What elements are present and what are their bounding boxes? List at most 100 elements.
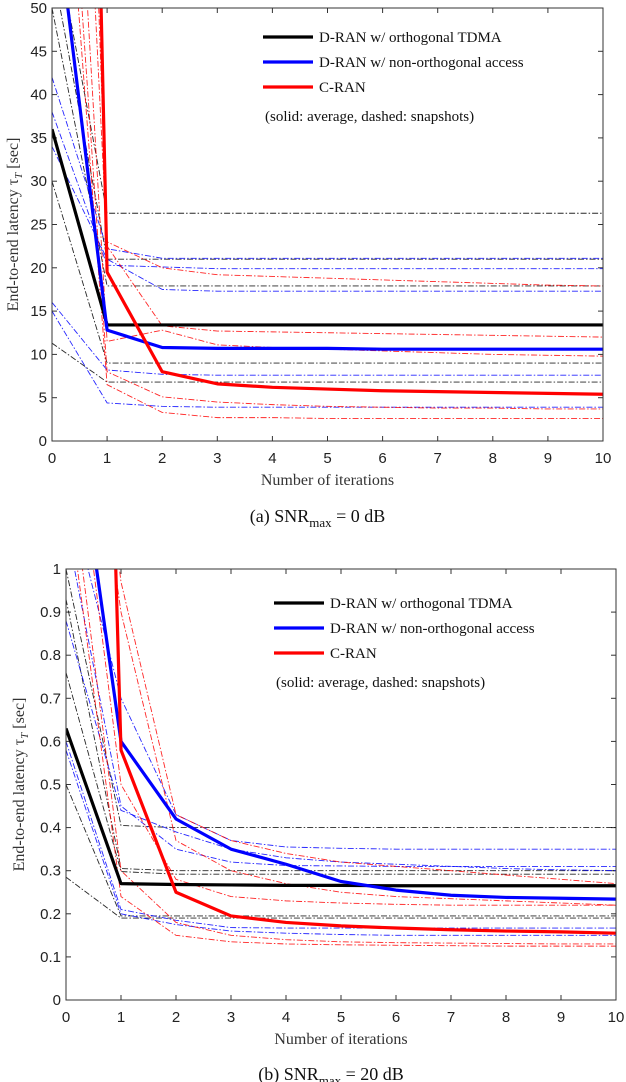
snapshot-line-c-ran-0 xyxy=(118,569,616,885)
y-tick-label: 20 xyxy=(30,260,47,277)
y-tick-label: 10 xyxy=(30,346,47,363)
snapshot-line-c-ran-1 xyxy=(114,569,616,906)
y-tick-label: 25 xyxy=(30,217,47,234)
caption-subscript: max xyxy=(319,1073,342,1082)
legend-label: D-RAN w/ orthogonal TDMA xyxy=(319,30,502,46)
x-tick-label: 8 xyxy=(489,450,497,467)
snapshot-line-c-ran-4 xyxy=(77,569,616,947)
x-tick-label: 1 xyxy=(117,1009,125,1026)
legend-label: C-RAN xyxy=(330,646,377,662)
y-axis-label-main: End-to-end latency τ xyxy=(11,738,28,871)
y-tick-label: 0.7 xyxy=(40,690,61,707)
snapshot-line-d-ran-w-orthogonal-tdma-3 xyxy=(52,181,603,364)
snapshot-line-d-ran-w-non-orthogonal-access-4 xyxy=(52,310,603,408)
x-tick-label: 0 xyxy=(62,1009,70,1026)
y-tick-label: 0.6 xyxy=(40,733,61,750)
snapshot-line-d-ran-w-orthogonal-tdma-3 xyxy=(66,784,616,917)
x-tick-label: 3 xyxy=(213,450,221,467)
y-tick-label: 40 xyxy=(30,87,47,104)
snapshot-line-d-ran-w-orthogonal-tdma-2 xyxy=(52,8,603,287)
average-line-d-ran-w-orthogonal-tdma xyxy=(66,727,616,888)
caption-prefix: (a) SNR xyxy=(250,506,310,527)
average-line-d-ran-w-non-orthogonal-access xyxy=(66,8,603,351)
legend-label: C-RAN xyxy=(319,80,366,96)
snapshot-line-d-ran-w-orthogonal-tdma-1 xyxy=(59,8,603,260)
x-tick-label: 4 xyxy=(268,450,276,467)
snapshot-line-c-ran-4 xyxy=(77,8,603,419)
snapshot-line-c-ran-3 xyxy=(81,8,603,410)
snapshot-line-d-ran-w-non-orthogonal-access-0 xyxy=(52,77,603,259)
y-tick-label: 50 xyxy=(30,0,47,17)
plot-area xyxy=(52,8,603,419)
axes-box xyxy=(51,7,604,442)
plot-area xyxy=(66,569,616,947)
y-tick-label: 15 xyxy=(30,303,47,320)
x-tick-label: 0 xyxy=(48,450,56,467)
x-axis-label: Number of iterations xyxy=(274,1031,407,1048)
snapshot-line-d-ran-w-non-orthogonal-access-3 xyxy=(52,302,603,376)
snapshot-line-c-ran-0 xyxy=(98,8,603,287)
x-tick-label: 5 xyxy=(323,450,331,467)
figure-caption: (a) SNRmax = 0 dB xyxy=(250,506,386,530)
y-tick-label: 35 xyxy=(30,130,47,147)
y-tick-label: 0.9 xyxy=(40,604,61,621)
x-tick-label: 7 xyxy=(434,450,442,467)
x-axis-label: Number of iterations xyxy=(261,472,394,489)
y-axis-label-sub: T xyxy=(19,732,31,739)
snapshot-line-d-ran-w-orthogonal-tdma-4 xyxy=(52,342,603,383)
x-tick-label: 7 xyxy=(447,1009,455,1026)
chart-b: 0 1 2 3 4 5 6 7 8 9 10 0 0.1 0.2 0.3 0.4 0.5 0.6 0.7 0.8 0.9… xyxy=(11,561,625,1082)
y-tick-label: 0.3 xyxy=(40,863,61,880)
y-axis-label-unit: [sec] xyxy=(11,698,28,733)
y-tick-label: 5 xyxy=(39,390,47,407)
snapshot-line-d-ran-w-orthogonal-tdma-1 xyxy=(66,599,616,872)
average-line-c-ran xyxy=(114,569,616,935)
x-tick-label: 10 xyxy=(608,1009,625,1026)
legend-note: (solid: average, dashed: snapshots) xyxy=(265,109,474,125)
caption-prefix: (b) SNR xyxy=(258,1064,319,1082)
snapshot-line-d-ran-w-orthogonal-tdma-2 xyxy=(66,672,616,875)
legend-label: D-RAN w/ non-orthogonal access xyxy=(319,55,524,71)
x-tick-label: 9 xyxy=(544,450,552,467)
caption-suffix: = 0 dB xyxy=(332,506,386,526)
x-tick-label: 1 xyxy=(103,450,111,467)
snapshot-line-d-ran-w-non-orthogonal-access-4 xyxy=(66,749,616,936)
y-axis-label: End-to-end latency τT [sec] xyxy=(5,138,25,312)
y-tick-label: 0 xyxy=(39,433,47,450)
y-tick-label: 0.4 xyxy=(40,820,61,837)
x-tick-label: 2 xyxy=(158,450,166,467)
snapshot-line-d-ran-w-orthogonal-tdma-4 xyxy=(66,876,616,919)
y-axis-label-main: End-to-end latency τ xyxy=(5,178,22,311)
caption-subscript: max xyxy=(309,515,332,530)
x-tick-label: 6 xyxy=(392,1009,400,1026)
x-tick-label: 5 xyxy=(337,1009,345,1026)
snapshot-line-d-ran-w-non-orthogonal-access-0 xyxy=(87,569,616,850)
x-tick-label: 8 xyxy=(502,1009,510,1026)
y-tick-label: 0.2 xyxy=(40,906,61,923)
y-tick-label: 0.1 xyxy=(40,949,61,966)
figure-caption: (b) SNRmax = 20 dB xyxy=(258,1064,404,1082)
snapshot-line-d-ran-w-non-orthogonal-access-2 xyxy=(74,569,616,867)
x-tick-label: 10 xyxy=(595,450,612,467)
snapshot-line-d-ran-w-orthogonal-tdma-0 xyxy=(67,8,603,214)
average-line-c-ran xyxy=(99,8,603,396)
average-line-d-ran-w-non-orthogonal-access xyxy=(94,569,616,901)
snapshot-line-d-ran-w-non-orthogonal-access-2 xyxy=(52,146,603,292)
snapshot-line-c-ran-1 xyxy=(94,8,603,338)
x-tick-label: 2 xyxy=(172,1009,180,1026)
y-tick-label: 0.5 xyxy=(40,777,61,794)
axes-box xyxy=(65,568,617,1001)
y-tick-label: 0 xyxy=(53,992,61,1009)
y-axis-label-unit: [sec] xyxy=(5,138,22,173)
y-tick-label: 1 xyxy=(53,561,61,578)
y-tick-label: 0.8 xyxy=(40,647,61,664)
legend-note: (solid: average, dashed: snapshots) xyxy=(276,675,485,691)
legend-label: D-RAN w/ non-orthogonal access xyxy=(330,621,535,637)
legend-label: D-RAN w/ orthogonal TDMA xyxy=(330,596,513,612)
y-tick-label: 45 xyxy=(30,43,47,60)
y-axis-label: End-to-end latency τT [sec] xyxy=(11,698,31,872)
average-line-d-ran-w-orthogonal-tdma xyxy=(52,128,603,327)
y-axis-label-sub: T xyxy=(13,172,25,179)
